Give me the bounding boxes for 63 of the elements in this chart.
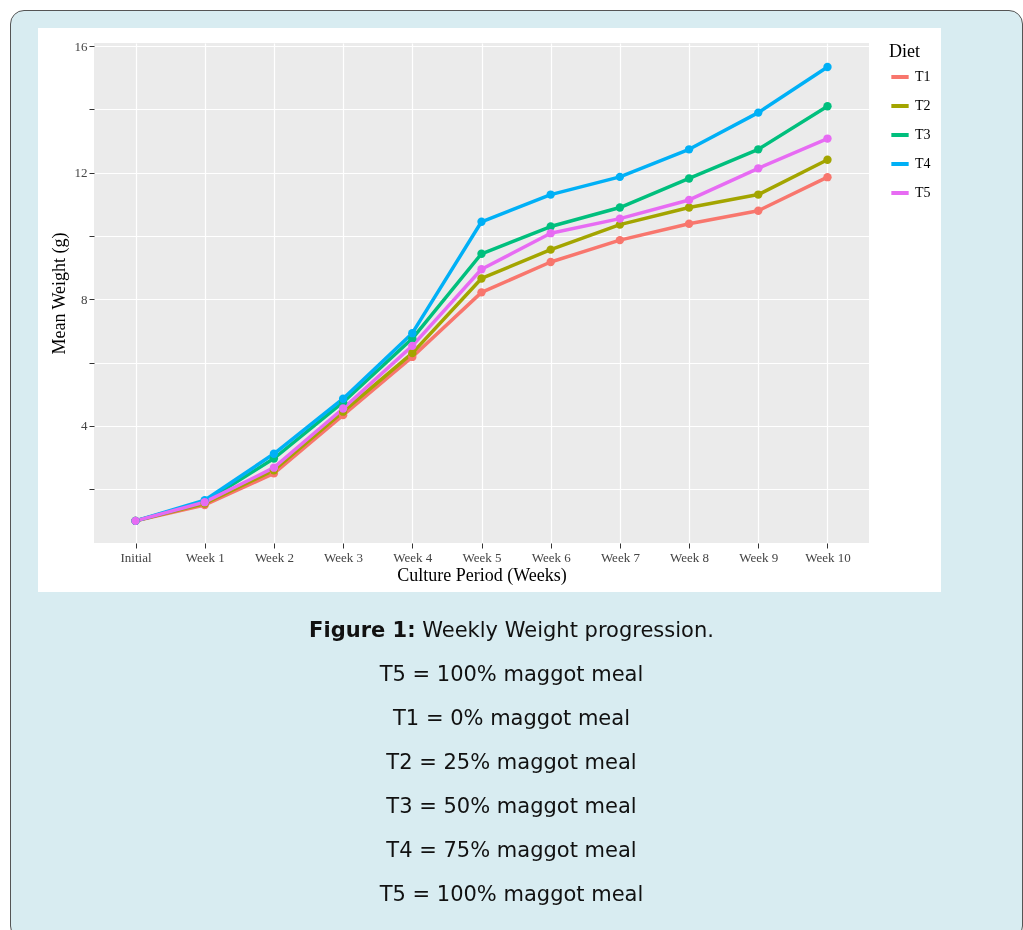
point: [546, 257, 555, 267]
x-tick-label: Week 4: [393, 549, 433, 565]
x-axis-title: Culture Period (Weeks): [397, 564, 567, 586]
x-tick-label: Week 6: [531, 549, 572, 565]
point: [615, 172, 625, 182]
point: [754, 164, 763, 173]
text: T2 = 25% maggot meal: [385, 749, 638, 776]
point: [754, 206, 763, 215]
point: [615, 235, 625, 245]
y-tick-label: 4: [81, 418, 88, 434]
point: [823, 173, 832, 182]
point: [477, 217, 486, 226]
legend-title: Diet: [889, 41, 920, 61]
y-tick-label: 12: [74, 165, 88, 181]
x-tick-label: Week 10: [805, 549, 851, 565]
point: [684, 195, 694, 205]
point: [754, 145, 763, 154]
point: [823, 134, 832, 143]
x-tick-label: Week 1: [185, 549, 225, 565]
legend-label: T4: [915, 156, 931, 171]
x-tick-label: Week 9: [739, 549, 779, 565]
point: [546, 245, 555, 254]
x-tick-label: Week 8: [670, 549, 710, 565]
legend-label: T5: [915, 185, 931, 200]
point: [823, 155, 832, 164]
legend-label: T2: [915, 98, 931, 113]
x-tick-label: Week 2: [254, 549, 294, 565]
text: T5 = 100% maggot meal: [378, 661, 645, 688]
point: [338, 394, 348, 403]
point: [477, 288, 486, 297]
point: [546, 229, 555, 238]
y-tick-label: 8: [81, 291, 88, 307]
x-tick-label: Week 3: [324, 549, 364, 565]
text: T1 = 0% maggot meal: [392, 705, 631, 732]
point: [408, 341, 417, 351]
point: [269, 449, 279, 458]
point: [408, 329, 417, 338]
point: [684, 174, 694, 183]
caption: Figure 1: Weekly Weight progression.: [308, 617, 715, 644]
text: T3 = 50% maggot meal: [385, 793, 638, 820]
point: [477, 249, 486, 258]
x-tick-label: Week 5: [462, 549, 502, 565]
legend-label: T3: [915, 127, 931, 142]
point: [684, 203, 694, 212]
y-axis-title: Mean Weight (g): [48, 232, 70, 355]
point: [477, 274, 486, 283]
x-tick-label: Week 7: [600, 549, 641, 565]
text: T5 = 100% maggot meal: [378, 881, 645, 908]
legend-label: T1: [915, 69, 931, 84]
point: [684, 219, 694, 228]
x-tick-label: Initial: [120, 549, 152, 565]
point: [615, 214, 625, 223]
point: [408, 348, 417, 358]
point: [823, 102, 832, 111]
point: [754, 190, 763, 199]
point: [615, 203, 625, 212]
point: [754, 108, 763, 117]
point: [823, 62, 832, 72]
text: T4 = 75% maggot meal: [385, 837, 638, 864]
point: [477, 265, 486, 274]
point: [546, 190, 555, 199]
y-tick-label: 16: [74, 38, 88, 54]
point: [684, 145, 694, 154]
